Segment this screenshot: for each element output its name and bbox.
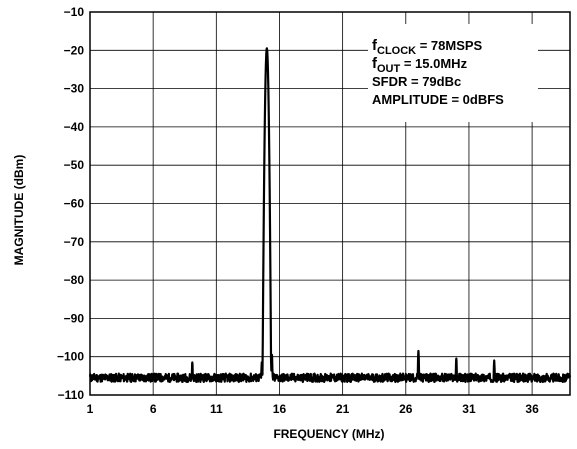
annotation-sfdr: SFDR = 79dBc [372,74,461,89]
annotation-box: fCLOCK = 78MSPS fOUT = 15.0MHz SFDR = 79… [368,24,538,122]
clock-subscript: CLOCK [377,45,416,57]
clock-value: = 78MSPS [416,38,482,53]
y-tick-label: −40 [64,120,85,134]
spectrum-peak-point [493,359,495,362]
y-tick-label: −50 [64,158,85,172]
x-tick-label: 36 [525,402,539,416]
x-tick-labels: 1 6 11 16 21 26 31 36 [87,402,539,416]
y-tick-label: −60 [64,197,85,211]
spectrum-peak-point [266,47,268,49]
x-tick-label: 21 [336,402,350,416]
out-subscript: OUT [377,63,401,75]
spectrum-peak-point [261,361,263,364]
y-tick-label: −30 [64,82,85,96]
out-value: = 15.0MHz [400,56,467,71]
annotation-amplitude: AMPLITUDE = 0dBFS [372,92,504,107]
x-tick-label: 6 [150,402,157,416]
y-tick-label: −80 [64,273,85,287]
x-axis-title: FREQUENCY (MHz) [273,427,384,441]
spectrum-peak-point [417,350,420,352]
plot-border [89,11,571,396]
series-layer [88,47,572,384]
y-tick-label: −90 [64,311,85,325]
spectrum-peak-point [455,358,457,360]
spectrum-peak-point [191,361,193,364]
annotation-clock: fCLOCK = 78MSPS [372,37,483,57]
y-tick-label: −110 [58,388,85,402]
y-tick-label: −20 [64,43,85,57]
x-tick-label: 11 [210,402,223,416]
spectrum-peak-point [271,354,273,356]
y-axis-title: MAGNITUDE (dBm) [12,155,26,266]
y-tick-label: −100 [57,350,84,364]
spectrum-trace [88,47,572,384]
y-tick-labels: −10 −20 −30 −40 −50 −60 −70 −80 −90 −100 −110 [57,5,84,402]
y-tick-label: −10 [64,5,85,19]
y-tick-label: −70 [64,235,85,249]
grid-layer [90,12,570,395]
annotation-background [368,24,538,122]
x-tick-label: 1 [87,402,94,416]
x-tick-label: 26 [399,402,413,416]
annotation-out: fOUT = 15.0MHz [372,55,468,75]
x-tick-label: 31 [462,402,476,416]
x-tick-label: 16 [273,402,287,416]
